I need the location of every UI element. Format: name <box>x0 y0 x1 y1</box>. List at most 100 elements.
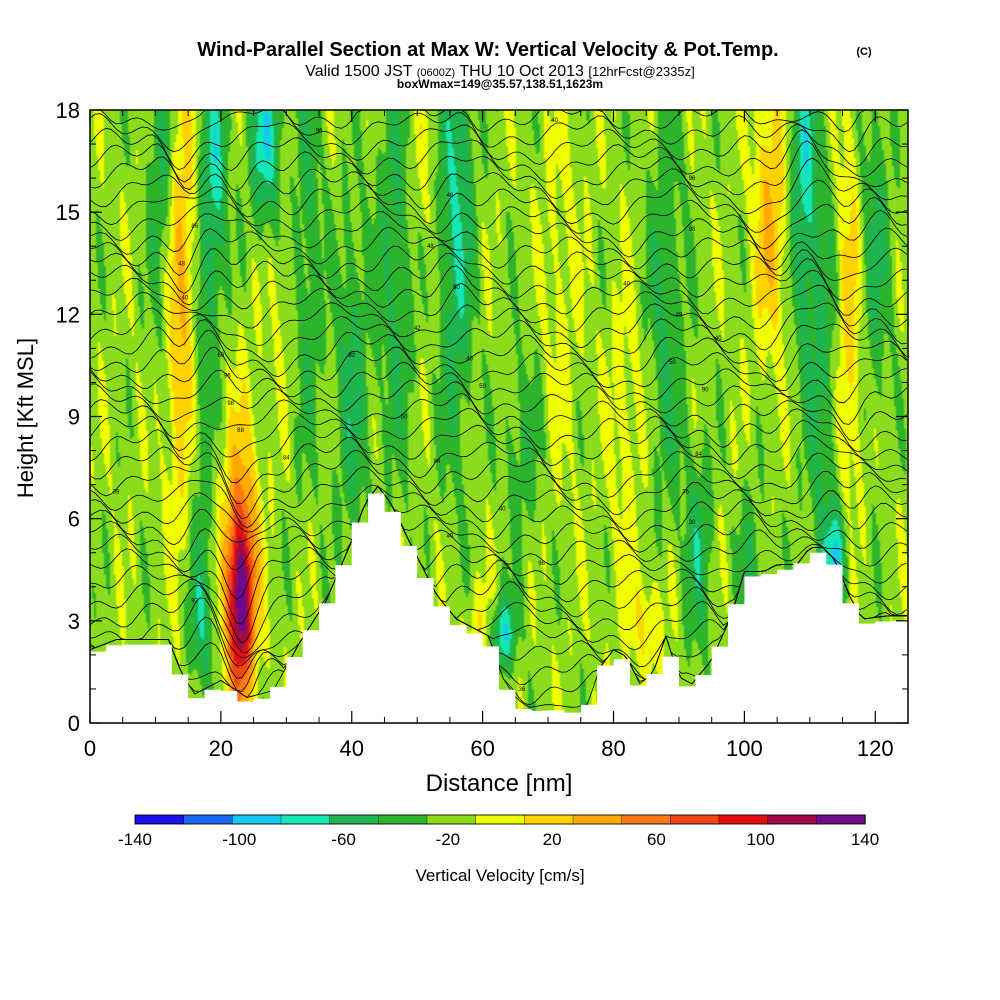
theta-contour-label: 86 <box>191 224 198 230</box>
y-tick-label: 0 <box>68 711 80 736</box>
x-tick-label: 40 <box>340 736 364 761</box>
theta-contour-label: 40 <box>499 506 506 512</box>
colorbar-swatch <box>426 814 477 825</box>
x-tick-label: 120 <box>857 736 894 761</box>
theta-contour-label: 48 <box>447 193 454 199</box>
colorbar-tick-label: -140 <box>118 830 152 849</box>
chart-title: Wind-Parallel Section at Max W: Vertical… <box>197 39 778 61</box>
y-tick-label: 18 <box>56 98 80 123</box>
theta-contour-label: 36 <box>682 489 689 495</box>
colorbar-swatch <box>816 814 866 825</box>
plot-area: 3896928648406096988884484850424050508440… <box>56 98 909 761</box>
x-tick-label: 60 <box>470 736 494 761</box>
theta-contour-label: 84 <box>283 455 290 461</box>
colorbar-swatch <box>718 814 769 825</box>
theta-contour <box>89 449 907 520</box>
theta-contour-label: 92 <box>348 353 355 359</box>
theta-contour <box>89 485 907 571</box>
theta-contour-label: 92 <box>191 598 198 604</box>
theta-contour <box>89 392 907 442</box>
chart-subtitle-box: boxWmax=149@35.57,138.51,1623m <box>397 77 603 91</box>
theta-contour-label: 38 <box>113 489 120 495</box>
theta-contour-label: 50 <box>479 384 486 390</box>
theta-contour <box>89 129 907 183</box>
theta-contour <box>89 252 907 306</box>
theta-contour <box>89 122 907 171</box>
colorbar-swatch <box>670 814 720 825</box>
theta-contour-label: 90 <box>702 387 709 393</box>
y-tick-label: 12 <box>56 302 80 327</box>
theta-contour-label: 30 <box>689 520 696 526</box>
x-tick-label: 20 <box>209 736 233 761</box>
theta-contour-label: 98 <box>538 561 545 567</box>
colorbar-swatch <box>183 814 234 825</box>
colorbar-frame <box>134 814 866 825</box>
theta-contour-label: 50 <box>453 285 460 291</box>
colorbar-swatch <box>572 814 623 825</box>
theta-contour <box>89 485 907 601</box>
theta-contour-label: 40 <box>447 534 454 540</box>
colorbar-swatch <box>280 814 331 825</box>
theta-contour <box>89 485 907 644</box>
theta-contour <box>89 282 907 333</box>
colorbar-swatch <box>524 814 574 825</box>
theta-contour <box>89 243 907 294</box>
terrain-mask <box>90 493 908 723</box>
theta-contour <box>89 481 907 533</box>
x-tick-label: 0 <box>84 736 96 761</box>
theta-contour <box>89 408 907 458</box>
chart-title-mark: (C) <box>856 46 872 58</box>
y-axis-label: Height [Kft MSL] <box>13 338 38 498</box>
colorbar-tick-label: -20 <box>436 830 461 849</box>
theta-contour-label: 98 <box>227 401 234 407</box>
theta-contour-label: 98 <box>689 227 696 233</box>
x-axis-label: Distance [nm] <box>426 770 573 797</box>
x-tick-label: 80 <box>601 736 625 761</box>
theta-contour-label: 40 <box>551 118 558 124</box>
colorbar-swatch <box>378 814 428 825</box>
theta-contour <box>89 226 907 276</box>
theta-contour-label: 50 <box>669 360 676 366</box>
theta-contour <box>89 265 907 316</box>
theta-contour-label: 49 <box>676 312 683 318</box>
colorbar-tick-label: 20 <box>543 830 562 849</box>
theta-contour <box>89 302 907 351</box>
theta-contour-label: 84 <box>695 452 702 458</box>
subtitle-date: THU 10 Oct 2013 <box>455 63 588 80</box>
colorbar-swatch <box>767 814 818 825</box>
theta-contour <box>89 465 907 529</box>
y-tick-label: 9 <box>68 405 80 430</box>
theta-contour <box>89 140 907 200</box>
theta-contour-label: 40 <box>182 295 189 301</box>
theta-contour-label: 50 <box>401 415 408 421</box>
theta-contour <box>89 209 907 262</box>
theta-contour <box>89 196 907 250</box>
chart-subtitle: Valid 1500 JST (0600Z) THU 10 Oct 2013 [… <box>305 63 695 80</box>
colorbar-tick-label: 60 <box>647 830 666 849</box>
colorbar-swatch <box>329 814 380 825</box>
theta-contour <box>89 329 908 383</box>
colorbar-tick-label: -100 <box>222 830 256 849</box>
colorbar-swatch <box>134 814 185 825</box>
colorbar: -140 -100 -60 -20 20 60 100 140 <box>118 814 879 849</box>
subtitle-forecast: [12hrFcst@2335z] <box>588 64 694 79</box>
theta-contour-label: 96 <box>224 374 231 380</box>
colorbar-swatch <box>621 814 672 825</box>
theta-contour-label: 48 <box>178 261 185 267</box>
theta-contour <box>89 315 907 369</box>
theta-contour-label: 42 <box>414 326 421 332</box>
theta-contour-label: 88 <box>237 428 244 434</box>
contour-labels: 38 96 92 86 48 40 60 96 98 88 84 48 48 50 42 40 50 50 84 40… <box>113 118 722 693</box>
theta-contour-label: 96 <box>689 176 696 182</box>
theta-contour <box>89 380 907 425</box>
theta-contour-label: 84 <box>433 459 440 465</box>
x-tick-label: 100 <box>726 736 763 761</box>
theta-contour <box>89 361 907 404</box>
colorbar-swatch <box>232 814 282 825</box>
theta-contour-label: 60 <box>218 353 225 359</box>
colorbar-label: Vertical Velocity [cm/s] <box>415 866 584 885</box>
theta-contour <box>89 157 907 214</box>
colorbar-tick-label: 140 <box>851 830 879 849</box>
colorbar-tick-label: 100 <box>747 830 775 849</box>
